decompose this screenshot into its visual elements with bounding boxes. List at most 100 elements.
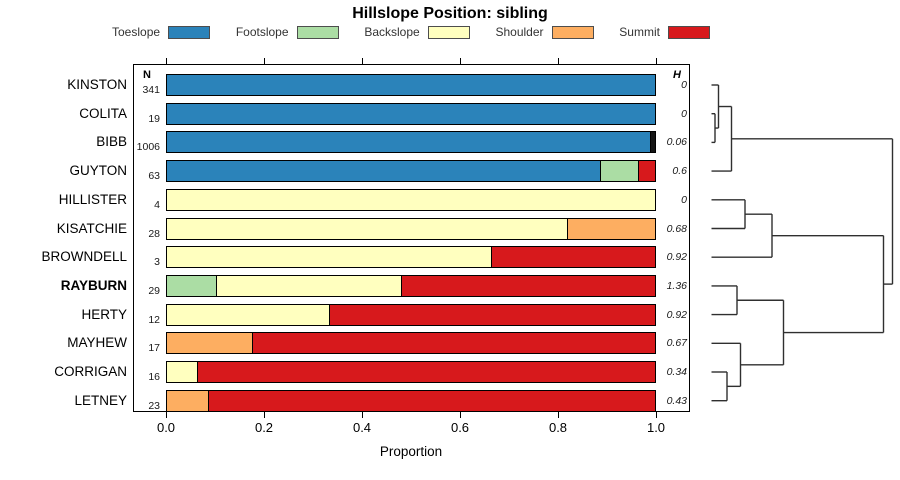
bar-segment — [651, 132, 655, 153]
axis-tick — [362, 58, 364, 64]
row-label: GUYTON — [69, 163, 127, 179]
bar-segment — [167, 132, 652, 153]
n-value: 29 — [148, 284, 160, 297]
bar-row — [166, 160, 656, 183]
legend-item: Shoulder — [495, 25, 594, 39]
row-label: HILLISTER — [58, 191, 127, 207]
bar-row — [166, 246, 656, 269]
legend: Toeslope Footslope Backslope Shoulder Summit — [112, 25, 710, 39]
h-value: 0.34 — [666, 366, 687, 378]
bar-segment — [252, 333, 655, 354]
legend-item: Summit — [619, 25, 710, 39]
legend-label: Summit — [619, 25, 660, 39]
axis-tick-label: 0.8 — [548, 420, 568, 435]
legend-swatch — [551, 25, 594, 39]
axis-tick — [460, 412, 462, 418]
bar-segment — [209, 390, 655, 411]
row-label: HERTY — [81, 306, 127, 322]
bar-row — [166, 102, 656, 125]
bar-segment — [167, 218, 568, 239]
axis-tick — [558, 412, 560, 418]
bar-row — [166, 274, 656, 297]
axis-tick-label: 1.0 — [646, 420, 666, 435]
bar-segment — [167, 247, 493, 268]
axis-tick-label: 0.2 — [254, 420, 274, 435]
bar-segment — [167, 333, 253, 354]
row-label: KISATCHIE — [56, 220, 127, 236]
bar-row — [166, 303, 656, 326]
bar-row — [166, 217, 656, 240]
h-column-header: H — [673, 69, 681, 81]
bar-segment — [167, 304, 330, 325]
legend-swatch — [168, 25, 211, 39]
axis-tick — [656, 412, 658, 418]
legend-item: Toeslope — [112, 25, 211, 39]
legend-label: Toeslope — [112, 25, 161, 39]
bar-segment — [600, 161, 640, 182]
axis-tick — [264, 58, 266, 64]
row-label: MAYHEW — [67, 335, 127, 351]
bar-segment — [167, 275, 218, 296]
n-value: 1006 — [136, 141, 160, 154]
bar-row — [166, 389, 656, 412]
legend-swatch — [427, 25, 470, 39]
axis-tick — [166, 58, 168, 64]
x-axis-title: Proportion — [379, 444, 443, 459]
bar-row — [166, 74, 656, 96]
bar-row — [166, 361, 656, 383]
row-label: LETNEY — [74, 392, 127, 408]
bar-segment — [167, 362, 198, 382]
bar-segment — [639, 161, 655, 182]
h-value: 0 — [681, 107, 687, 120]
bar-segment — [329, 304, 655, 325]
legend-label: Footslope — [235, 25, 289, 39]
h-value: 0.67 — [666, 337, 687, 350]
bar-segment — [567, 218, 655, 239]
n-column-header: N — [143, 69, 151, 81]
axis-tick — [166, 412, 168, 418]
bar-segment — [402, 275, 655, 296]
legend-item: Backslope — [364, 25, 470, 39]
n-value: 63 — [148, 170, 160, 183]
legend-label: Backslope — [364, 25, 420, 39]
axis-tick — [460, 58, 462, 64]
h-value: 0 — [681, 79, 687, 91]
h-value: 0.92 — [666, 251, 687, 264]
bar-segment — [167, 103, 655, 124]
n-value: 16 — [148, 371, 160, 383]
bar-row — [166, 131, 656, 154]
row-label: COLITA — [79, 105, 127, 121]
page-title: Hillslope Position: sibling — [352, 5, 548, 22]
bar-segment — [197, 362, 655, 382]
axis-tick — [362, 412, 364, 418]
bar-row — [166, 188, 656, 211]
h-value: 0.68 — [666, 222, 687, 235]
bar-segment — [167, 390, 210, 411]
h-value: 0.43 — [666, 394, 687, 407]
h-value: 0.6 — [672, 165, 687, 178]
axis-tick-label: 0.4 — [352, 420, 372, 435]
n-value: 12 — [148, 313, 160, 326]
bar-segment — [167, 75, 655, 95]
legend-label: Shoulder — [495, 25, 544, 39]
axis-tick-label: 0.6 — [450, 420, 470, 435]
legend-swatch — [667, 25, 710, 39]
legend-item: Footslope — [236, 25, 339, 39]
h-value: 0.92 — [666, 308, 687, 321]
h-value: 0.06 — [666, 136, 687, 149]
bar-segment — [167, 189, 655, 210]
n-value: 23 — [148, 399, 160, 412]
bar-segment — [217, 275, 403, 296]
n-value: 341 — [142, 84, 160, 96]
axis-tick — [656, 58, 658, 64]
n-value: 17 — [148, 342, 160, 355]
row-label: RAYBURN — [60, 277, 127, 293]
n-value: 19 — [148, 112, 160, 125]
n-value: 4 — [154, 198, 160, 211]
n-value: 28 — [148, 227, 160, 240]
axis-tick — [264, 412, 266, 418]
legend-swatch — [296, 25, 339, 39]
row-label: KINSTON — [67, 77, 127, 92]
row-label: BIBB — [96, 134, 127, 150]
